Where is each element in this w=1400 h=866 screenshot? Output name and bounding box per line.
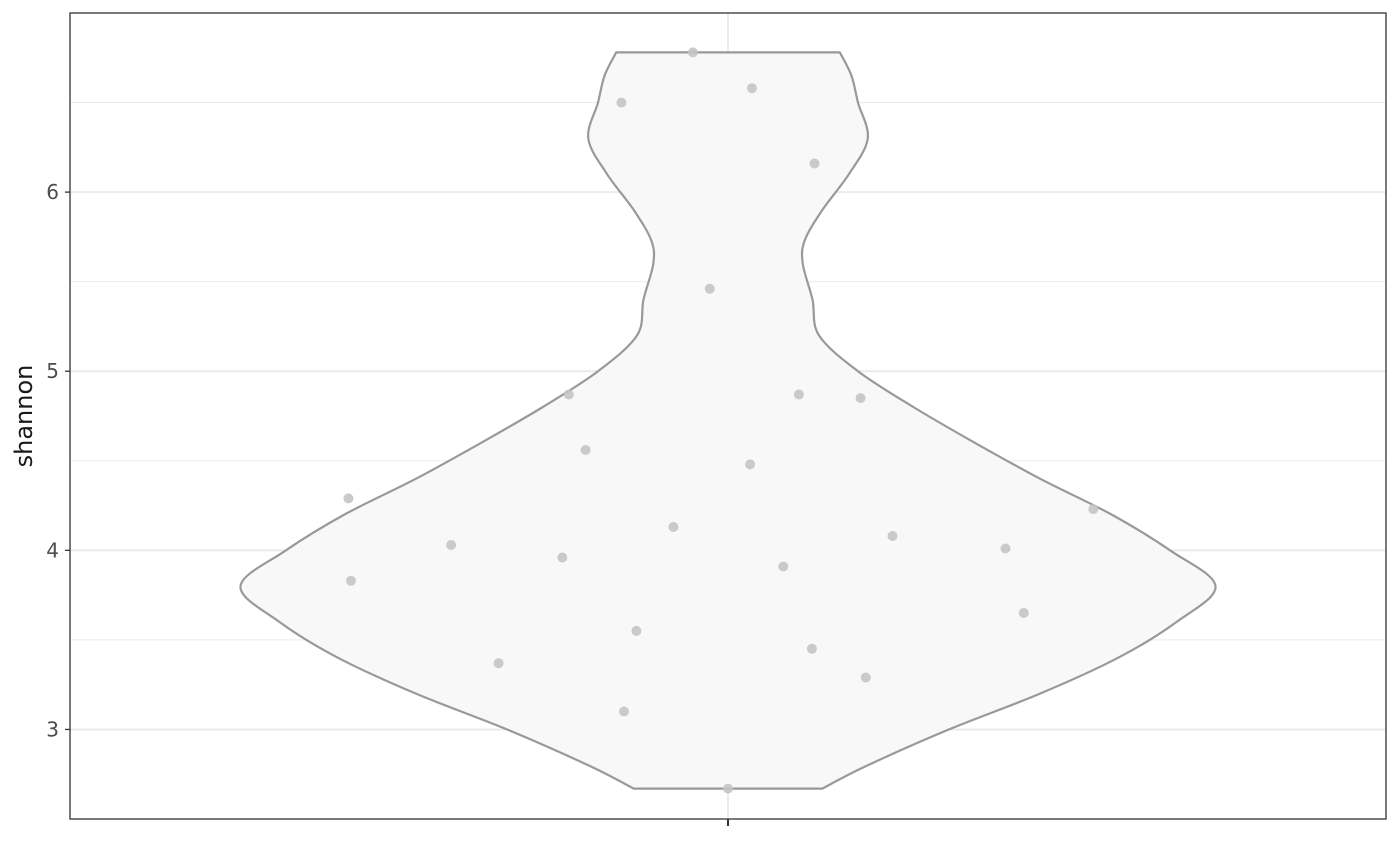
data-point [563, 389, 574, 400]
y-tick-label: 3 [46, 717, 59, 741]
data-point [806, 643, 817, 654]
data-point [723, 783, 733, 794]
points-layer [343, 47, 1099, 794]
y-tick-label: 6 [46, 180, 59, 204]
data-point [747, 83, 757, 94]
data-point [704, 283, 715, 294]
data-point [887, 531, 898, 541]
data-point [793, 389, 804, 400]
y-tick-label: 4 [46, 538, 59, 562]
data-point [687, 47, 698, 58]
y-axis-title: shannon [10, 365, 38, 468]
data-point [631, 625, 642, 636]
data-point [809, 158, 820, 169]
data-point [346, 575, 356, 586]
data-point [557, 552, 568, 563]
data-point [446, 540, 457, 550]
data-point [668, 522, 679, 532]
data-point [1000, 543, 1011, 554]
data-point [1018, 608, 1029, 618]
data-point [493, 658, 504, 669]
data-point [1088, 504, 1099, 515]
data-point [778, 561, 789, 572]
data-point [580, 445, 591, 455]
violin-layer [239, 51, 1217, 790]
data-point [619, 706, 629, 717]
data-point [860, 672, 871, 683]
data-point [745, 459, 756, 470]
axis-layer: 3 4 5 6 [46, 180, 729, 826]
y-tick-label: 5 [46, 359, 59, 383]
violin-shape [239, 51, 1217, 790]
data-point [343, 493, 354, 504]
data-point [855, 393, 866, 404]
data-point [616, 97, 627, 108]
